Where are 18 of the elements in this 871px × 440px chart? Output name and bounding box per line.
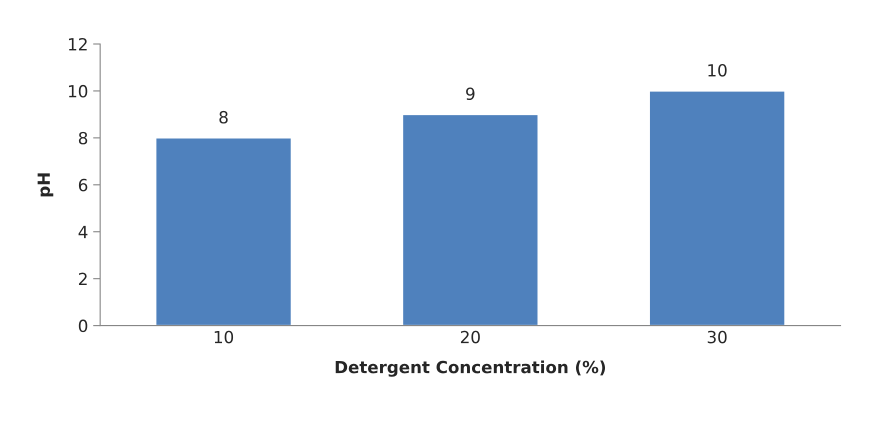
bar [154, 137, 292, 326]
y-tick-label: 8 [78, 132, 88, 144]
data-label: 9 [466, 87, 474, 100]
bar [402, 114, 539, 326]
y-tick-label: 0 [78, 320, 88, 332]
x-tick-label: 30 [708, 330, 727, 344]
data-label: 10 [708, 64, 727, 77]
x-tick-label: 10 [214, 330, 234, 344]
y-tick-label: 4 [78, 226, 88, 238]
x-tick-label: 20 [460, 330, 480, 344]
bar [648, 90, 786, 326]
x-axis-title: Detergent Concentration (%) [336, 360, 606, 377]
y-axis-title: pH [38, 173, 54, 196]
y-tick-label: 10 [68, 84, 88, 98]
y-tick-label: 2 [78, 272, 87, 285]
data-label: 8 [219, 110, 228, 124]
y-tick-label: 12 [68, 38, 87, 50]
y-tick-label: 6 [78, 178, 88, 192]
